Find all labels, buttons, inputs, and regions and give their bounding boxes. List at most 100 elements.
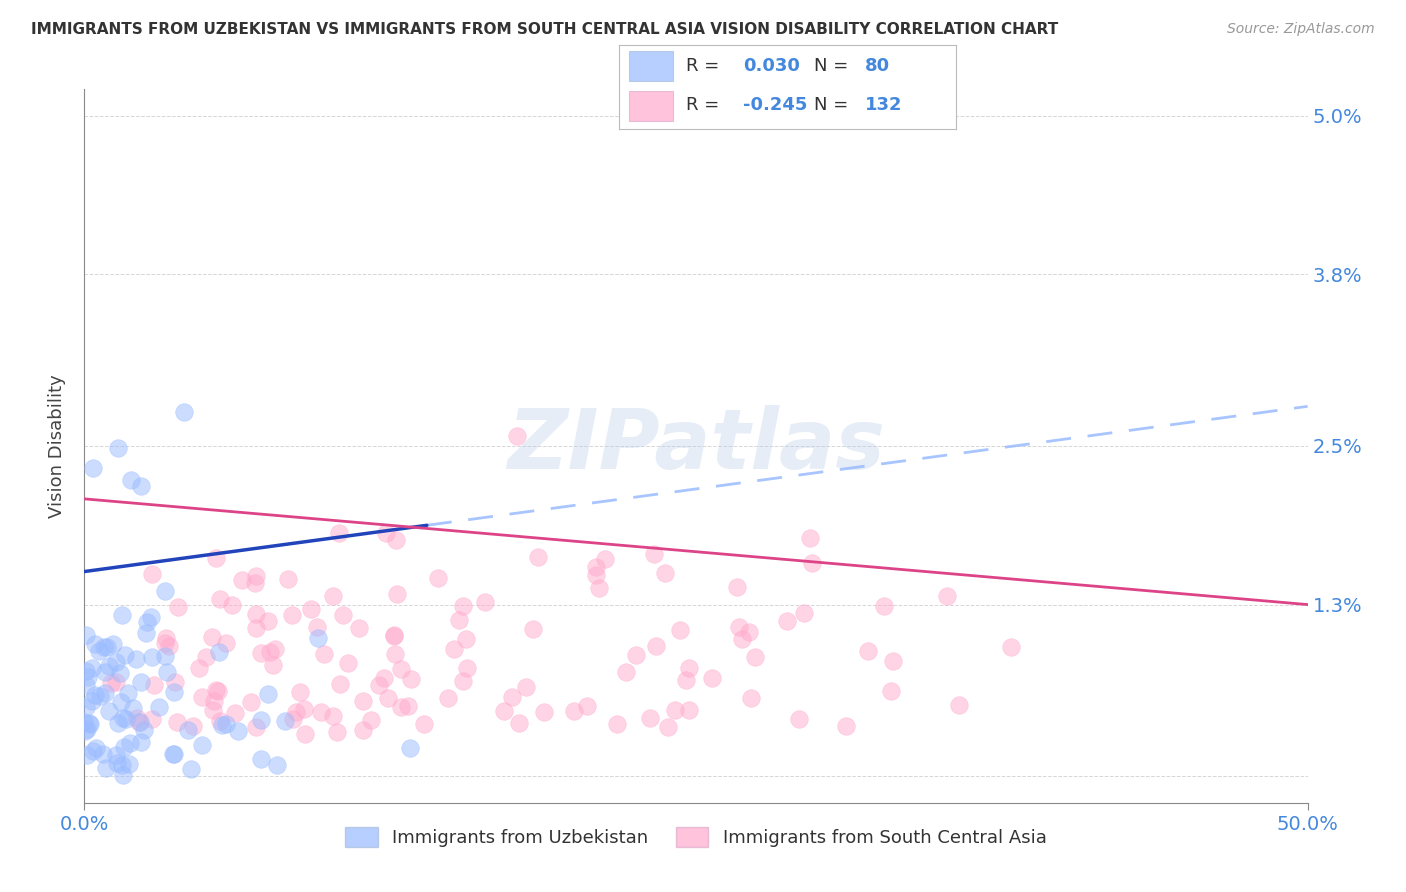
Point xyxy=(527,550,550,565)
Text: IMMIGRANTS FROM UZBEKISTAN VS IMMIGRANTS FROM SOUTH CENTRAL ASIA VISION DISABILI: IMMIGRANTS FROM UZBEKISTAN VS IMMIGRANTS… xyxy=(31,22,1059,37)
Point xyxy=(204,683,226,698)
Point xyxy=(148,700,170,714)
Point xyxy=(274,714,297,728)
Point xyxy=(382,629,405,643)
Point xyxy=(285,705,308,719)
Text: N =: N = xyxy=(814,96,855,114)
Point xyxy=(75,628,97,642)
Point xyxy=(201,631,224,645)
Text: Source: ZipAtlas.com: Source: ZipAtlas.com xyxy=(1227,22,1375,37)
Text: N =: N = xyxy=(814,57,855,75)
Point xyxy=(451,599,474,613)
Point xyxy=(82,460,104,475)
Point xyxy=(377,691,399,706)
Point xyxy=(593,552,616,566)
Point xyxy=(882,654,904,668)
Point xyxy=(1000,640,1022,654)
Point xyxy=(129,735,152,749)
Point xyxy=(76,722,98,736)
Point xyxy=(385,533,408,548)
Point xyxy=(725,580,748,594)
Point xyxy=(277,572,299,586)
Point xyxy=(793,606,815,620)
Point xyxy=(201,703,224,717)
Point xyxy=(288,685,311,699)
Point xyxy=(737,624,759,639)
Point xyxy=(948,698,970,712)
Text: 0.030: 0.030 xyxy=(744,57,800,75)
Text: -0.245: -0.245 xyxy=(744,96,808,114)
Point xyxy=(110,665,132,680)
Point xyxy=(163,685,186,699)
Point xyxy=(657,720,679,734)
Point xyxy=(120,473,142,487)
Point xyxy=(669,623,692,637)
Point xyxy=(115,712,138,726)
Point xyxy=(83,637,105,651)
Point xyxy=(211,718,233,732)
Point xyxy=(135,625,157,640)
Point xyxy=(205,550,228,565)
Text: 132: 132 xyxy=(865,96,903,114)
Point xyxy=(245,607,267,622)
Point xyxy=(533,705,555,719)
Point xyxy=(75,678,97,692)
Point xyxy=(75,699,97,714)
Point xyxy=(80,661,103,675)
Point xyxy=(588,582,610,596)
Text: ZIPatlas: ZIPatlas xyxy=(508,406,884,486)
Point xyxy=(456,661,478,675)
Point xyxy=(250,752,273,766)
Point xyxy=(329,677,352,691)
Point xyxy=(835,719,858,733)
Point xyxy=(190,738,212,752)
Point xyxy=(250,713,273,727)
Point xyxy=(508,715,530,730)
Point xyxy=(207,684,229,698)
Point xyxy=(112,740,135,755)
Point xyxy=(214,717,236,731)
Point xyxy=(307,632,329,646)
Bar xyxy=(628,52,672,81)
Point xyxy=(494,704,516,718)
Bar xyxy=(628,91,672,120)
Point xyxy=(84,688,107,702)
Point xyxy=(181,719,204,733)
Point xyxy=(187,661,209,675)
Point xyxy=(73,715,96,730)
Point xyxy=(858,644,880,658)
Point xyxy=(678,703,700,717)
Point xyxy=(299,602,322,616)
Point xyxy=(96,640,118,655)
Point xyxy=(451,674,474,689)
Point xyxy=(215,636,238,650)
Point xyxy=(744,650,766,665)
Point xyxy=(142,678,165,692)
Point xyxy=(110,695,132,709)
Point xyxy=(731,632,754,646)
Point xyxy=(91,747,114,762)
Point xyxy=(575,698,598,713)
Point xyxy=(129,479,152,493)
Point xyxy=(352,693,374,707)
Point xyxy=(522,622,544,636)
Point xyxy=(799,532,821,546)
Point xyxy=(180,762,202,776)
Point xyxy=(506,429,529,443)
Point xyxy=(107,715,129,730)
Point xyxy=(207,644,229,658)
Point xyxy=(347,621,370,635)
Point xyxy=(173,405,195,419)
Point xyxy=(309,705,332,719)
Point xyxy=(606,716,628,731)
Point xyxy=(94,665,117,680)
Point xyxy=(93,640,115,654)
Point xyxy=(700,671,723,685)
Point xyxy=(389,700,412,714)
Point xyxy=(125,652,148,666)
Point xyxy=(312,647,335,661)
Point xyxy=(111,757,134,772)
Point xyxy=(787,712,810,726)
Point xyxy=(141,712,163,726)
Point xyxy=(105,756,128,771)
